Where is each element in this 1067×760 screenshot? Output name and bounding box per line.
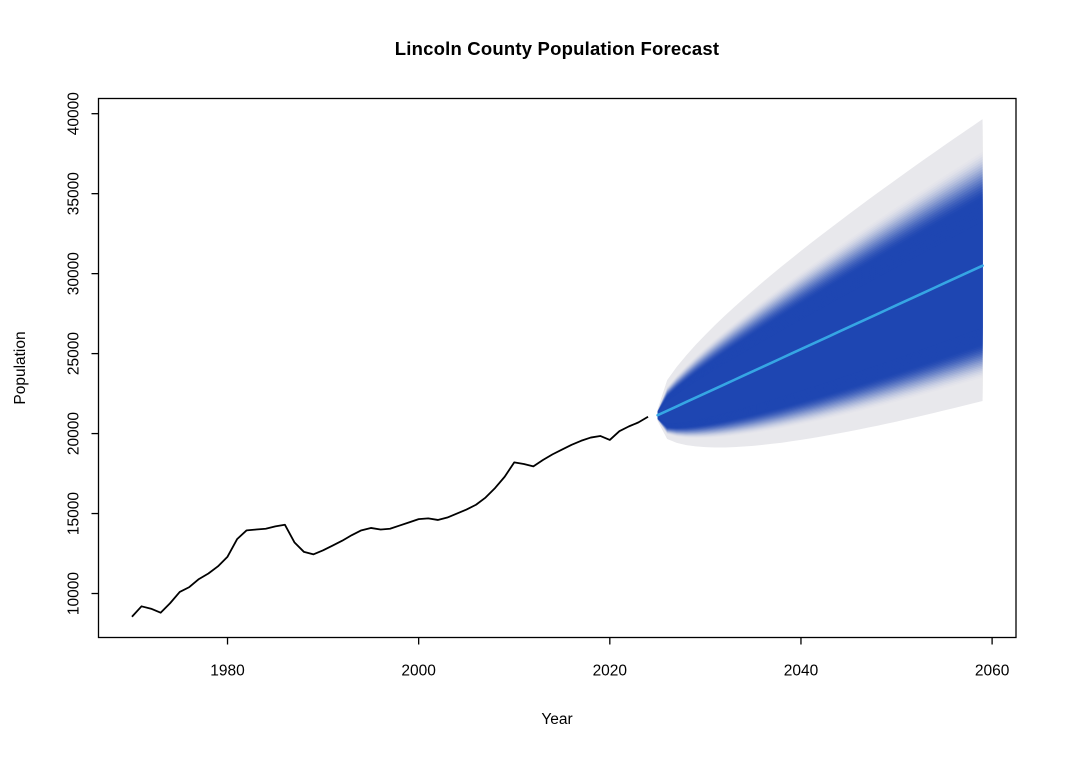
y-tick-label: 30000 [66,252,83,295]
chart-title: Lincoln County Population Forecast [394,38,720,59]
y-tick-label: 40000 [66,92,83,135]
y-tick-label: 15000 [66,492,83,535]
x-tick-label: 2060 [975,663,1010,680]
plot-axes: 1980 2000 2020 2040 2060 10000 15000 20000 25000… [66,92,1017,680]
x-tick-label: 2040 [784,663,819,680]
x-axis-label: Year [541,711,573,728]
plot-lines [131,264,984,618]
historical-line [131,416,649,618]
x-tick-label: 2000 [401,663,436,680]
plot-border [97,97,1017,639]
y-tick-label: 25000 [66,332,83,375]
y-tick-label: 35000 [66,172,83,215]
x-tick-label: 1980 [210,663,245,680]
forecast-50-band [657,221,983,424]
forecast-fan [657,119,983,448]
y-tick-label: 20000 [66,412,83,455]
y-tick-label: 10000 [66,572,83,615]
forecast-median-line [656,264,984,417]
x-tick-label: 2020 [593,663,628,680]
